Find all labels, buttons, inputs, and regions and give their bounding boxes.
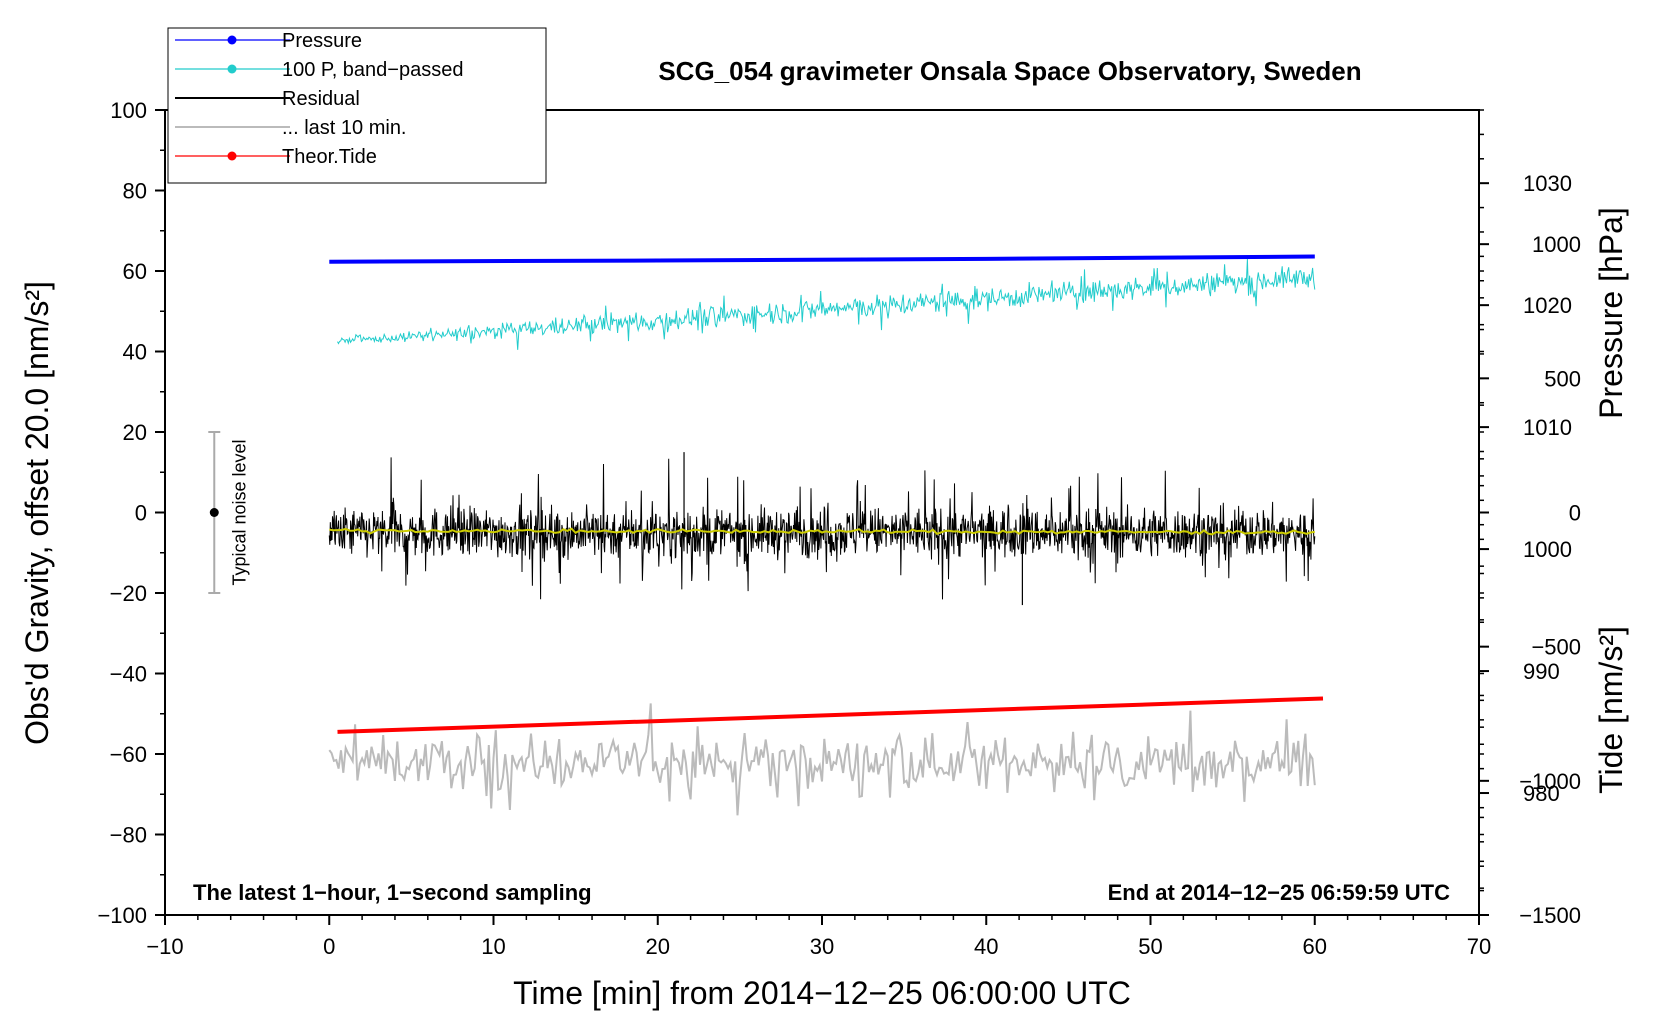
series-residual-smoothed <box>329 527 1315 536</box>
tide-tick-label: 0 <box>1569 501 1581 526</box>
y-tick-label: −100 <box>97 903 147 928</box>
tide-tick-label: −500 <box>1531 635 1581 660</box>
y-tick-label: −40 <box>110 662 147 687</box>
series-layer <box>328 254 1324 816</box>
annotation-sampling: The latest 1−hour, 1−second sampling <box>193 880 592 905</box>
tide-tick-label: 1000 <box>1532 232 1581 257</box>
series-100p-band-passed <box>337 258 1316 350</box>
y-axis-pressure: 1030 1020 1010 1000 990 980 <box>1479 109 1572 892</box>
y-tick-label: 60 <box>123 259 147 284</box>
pressure-tick-label: 1030 <box>1523 171 1572 196</box>
series-pressure <box>329 254 1315 264</box>
tide-tick-label: 500 <box>1544 366 1581 391</box>
legend-label: Theor.Tide <box>282 146 377 168</box>
x-tick-label: 20 <box>646 934 670 959</box>
x-axis-label: Time [min] from 2014−12−25 06:00:00 UTC <box>513 975 1131 1011</box>
y-axis-tide: 1000 500 0 −500 −1000 −1500 <box>1479 232 1581 928</box>
y-axis-left: 100 80 60 40 20 0 −20 −40 −60 −80 −100 <box>97 98 165 928</box>
x-axis: −10 0 10 20 30 40 50 60 70 <box>146 915 1491 959</box>
x-tick-label: 0 <box>323 934 335 959</box>
pressure-tick-label: 1020 <box>1523 293 1572 318</box>
legend: Pressure 100 P, band−passed Residual ... la… <box>167 27 547 184</box>
pressure-tick-label: 980 <box>1523 781 1560 806</box>
pressure-tick-label: 1000 <box>1523 537 1572 562</box>
tide-tick-label: −1500 <box>1519 903 1581 928</box>
legend-label: Residual <box>282 88 360 110</box>
x-tick-label: −10 <box>146 934 183 959</box>
x-tick-label: 40 <box>974 934 998 959</box>
y-tick-label: 20 <box>123 420 147 445</box>
y-tick-label: 100 <box>110 98 147 123</box>
y-axis-left-label: Obs'd Gravity, offset 20.0 [nm/s²] <box>19 281 55 745</box>
legend-marker <box>227 64 237 74</box>
legend-label: Pressure <box>282 30 362 52</box>
legend-label: ... last 10 min. <box>282 117 407 139</box>
tide-tick-label: −1000 <box>1519 769 1581 794</box>
noise-bar: Typical noise level <box>208 431 249 594</box>
noise-bar-label: Typical noise level <box>229 439 249 585</box>
chart-title: SCG_054 gravimeter Onsala Space Observat… <box>658 56 1361 86</box>
y-axis-pressure-label: Pressure [hPa] <box>1593 207 1629 419</box>
pressure-tick-label: 990 <box>1523 659 1560 684</box>
y-tick-label: 0 <box>135 501 147 526</box>
x-tick-label: 30 <box>810 934 834 959</box>
x-tick-label: 50 <box>1138 934 1162 959</box>
x-tick-label: 60 <box>1303 934 1327 959</box>
noise-bar-center-dot <box>209 508 219 517</box>
x-tick-label: 70 <box>1467 934 1491 959</box>
plot-frame <box>164 109 1480 916</box>
y-tick-label: −20 <box>110 581 147 606</box>
legend-marker <box>227 151 237 161</box>
legend-label: 100 P, band−passed <box>282 59 463 81</box>
x-tick-label: 10 <box>481 934 505 959</box>
y-tick-label: −60 <box>110 742 147 767</box>
y-tick-label: −80 <box>110 823 147 848</box>
y-tick-label: 80 <box>123 179 147 204</box>
series-residual <box>328 457 1316 600</box>
y-axis-tide-label: Tide [nm/s²] <box>1593 626 1629 794</box>
y-tick-label: 40 <box>123 340 147 365</box>
annotation-end-time: End at 2014−12−25 06:59:59 UTC <box>1108 880 1451 905</box>
series-last-10-min <box>328 703 1316 816</box>
pressure-tick-label: 1010 <box>1523 415 1572 440</box>
series-theor-tide <box>337 696 1324 734</box>
legend-marker <box>227 35 237 45</box>
